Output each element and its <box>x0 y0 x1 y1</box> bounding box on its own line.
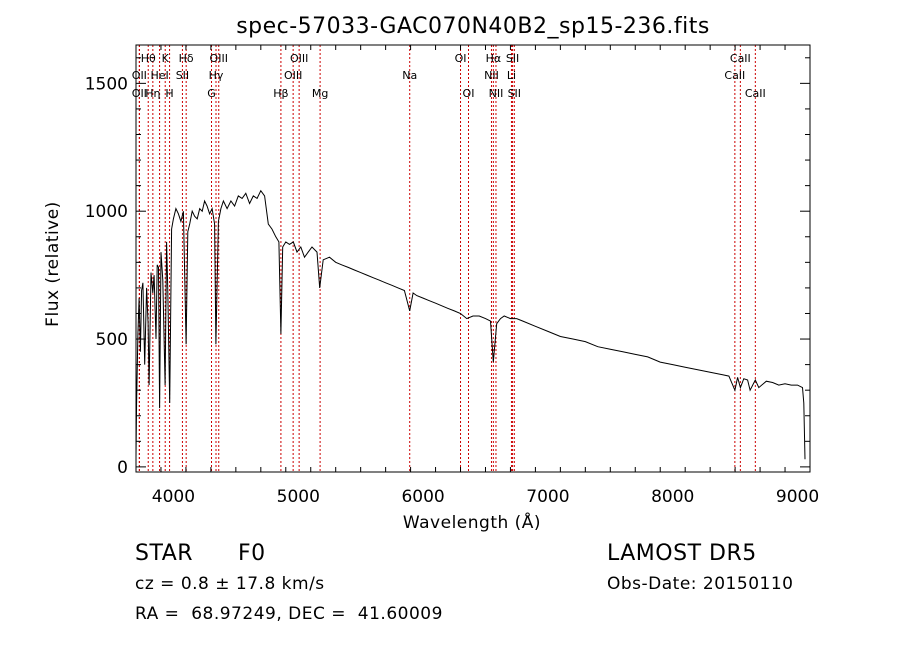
line-marker-label: OI <box>463 87 475 100</box>
line-marker-label: Hβ <box>273 87 288 100</box>
line-marker-label: Hη <box>145 87 160 100</box>
line-marker-label: HeI <box>150 69 168 82</box>
line-marker-label: CaII <box>745 87 766 100</box>
line-marker-label: Hγ <box>209 69 224 82</box>
y-tick-label: 1000 <box>85 202 128 222</box>
y-tick-label: 500 <box>96 330 128 350</box>
y-tick-label: 0 <box>117 458 128 478</box>
survey-name: LAMOST DR5 <box>607 541 757 566</box>
x-axis-label: Wavelength (Å) <box>403 511 541 533</box>
y-axis-ticks: 0 500 1000 1500 <box>85 57 810 478</box>
x-tick-label: 7000 <box>526 487 569 507</box>
line-marker-label: Hδ <box>179 52 194 65</box>
x-tick-label: 6000 <box>401 487 444 507</box>
line-marker-label: G <box>207 87 216 100</box>
line-marker-label: OIII <box>284 69 302 82</box>
line-marker-label: OI <box>455 52 467 65</box>
y-axis-label: Flux (relative) <box>43 201 63 327</box>
line-marker-label: NII <box>484 69 499 82</box>
x-tick-label: 8000 <box>651 487 694 507</box>
line-marker-label: OIII <box>290 52 308 65</box>
line-marker-label: OII <box>132 69 147 82</box>
x-tick-label: 4000 <box>152 487 195 507</box>
object-class: STAR <box>135 541 194 566</box>
emission-line-markers <box>138 45 756 472</box>
spectrum-line <box>135 189 806 460</box>
line-marker-label: Li <box>507 69 516 82</box>
line-marker-label: SII <box>176 69 189 82</box>
line-marker-label: K <box>162 52 170 65</box>
x-tick-label: 5000 <box>277 487 320 507</box>
plot-frame <box>135 44 811 473</box>
line-marker-label: CaII <box>724 69 745 82</box>
object-subclass: F0 <box>238 541 266 566</box>
observation-date: Obs-Date: 20150110 <box>607 574 794 594</box>
line-marker-label: NII <box>489 87 504 100</box>
line-marker-label: CaII <box>730 52 751 65</box>
line-marker-label: Hθ <box>141 52 156 65</box>
redshift-velocity: cz = 0.8 ± 17.8 km/s <box>135 574 325 594</box>
ra-dec-coordinates: RA = 68.97249, DEC = 41.60009 <box>135 604 443 624</box>
line-marker-label: SII <box>508 87 521 100</box>
line-marker-label: H <box>165 87 173 100</box>
line-marker-label: OIII <box>210 52 228 65</box>
y-tick-label: 1500 <box>85 74 128 94</box>
chart-title: spec-57033-GAC070N40B2_sp15-236.fits <box>236 14 710 39</box>
line-marker-label: Hα <box>486 52 502 65</box>
x-tick-label: 9000 <box>776 487 819 507</box>
line-marker-label: Mg <box>312 87 328 100</box>
x-axis-ticks: 4000 5000 6000 7000 8000 9000 <box>135 45 819 507</box>
line-marker-label: Na <box>402 69 417 82</box>
line-marker-label: SII <box>506 52 519 65</box>
